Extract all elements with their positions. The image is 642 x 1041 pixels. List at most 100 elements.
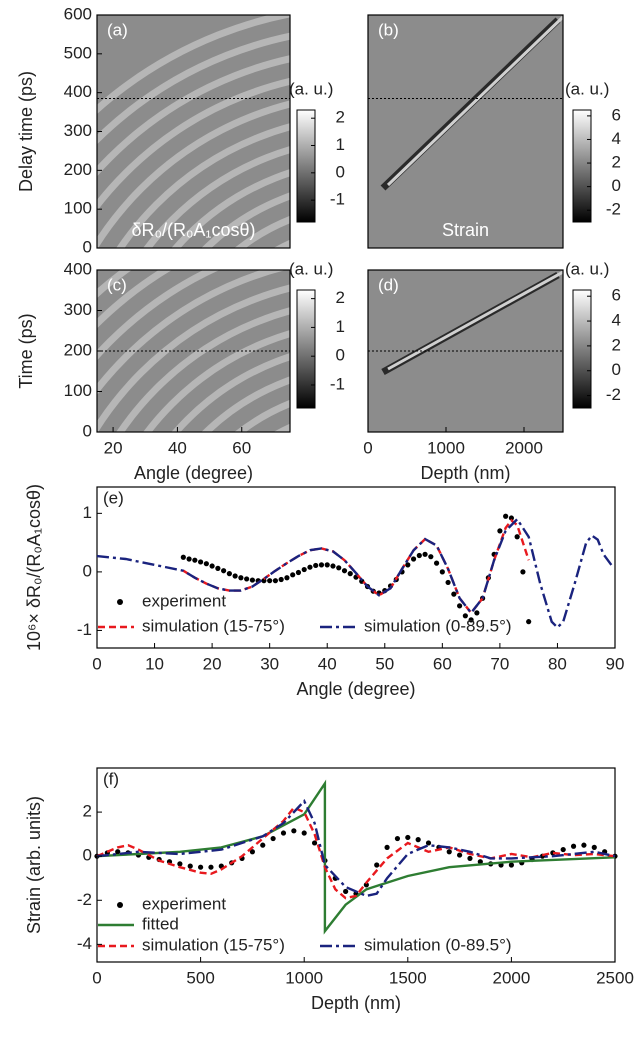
heatmap-bg — [368, 15, 563, 248]
heatmap-image — [368, 15, 563, 248]
legend-label: experiment — [142, 894, 226, 913]
colorbar-tick-label: 1 — [336, 135, 345, 154]
colorbar — [296, 289, 316, 409]
data-point — [203, 561, 209, 567]
x-tick-label: 20 — [203, 654, 222, 673]
legend-label: simulation (15-75°) — [142, 935, 285, 954]
strain-trace — [387, 270, 563, 371]
legend-label: simulation (0-89.5°) — [364, 935, 512, 954]
data-point — [415, 837, 421, 843]
x-tick-label: 50 — [375, 654, 394, 673]
data-point — [221, 568, 227, 574]
colorbar-label: (a. u.) — [565, 79, 609, 98]
colorbar-tick-label: 2 — [336, 288, 345, 307]
data-point — [209, 563, 215, 569]
colorbar-label: (a. u.) — [289, 79, 333, 98]
x-tick-label: 60 — [433, 654, 452, 673]
data-point — [433, 560, 440, 566]
data-point — [208, 864, 214, 870]
x-tick-label: 40 — [168, 438, 187, 457]
data-point — [215, 565, 221, 571]
y-tick-label: -4 — [77, 934, 92, 953]
series-line — [182, 518, 530, 615]
x-tick-label: 2000 — [505, 438, 543, 457]
frame — [367, 14, 564, 249]
data-point — [180, 554, 186, 560]
data-point — [422, 551, 428, 557]
data-point — [343, 888, 349, 895]
data-point — [591, 844, 597, 850]
x-tick-label: 0 — [92, 654, 101, 673]
data-point — [324, 562, 330, 568]
colorbar-tick-label: -2 — [606, 200, 621, 219]
data-point — [508, 862, 514, 868]
data-point — [244, 576, 250, 582]
annotation: Strain — [442, 220, 489, 240]
data-point — [428, 554, 434, 560]
x-tick-label: 90 — [606, 654, 625, 673]
data-point — [439, 569, 445, 575]
fringe — [266, 498, 474, 706]
y-tick-label: 0 — [83, 561, 92, 580]
data-point — [336, 565, 342, 571]
series-line — [96, 517, 614, 630]
data-point — [232, 573, 238, 579]
y-tick-label: 200 — [64, 160, 92, 179]
data-point — [313, 562, 319, 569]
data-point — [192, 557, 198, 563]
data-point — [226, 571, 232, 577]
y-tick-label: 400 — [64, 259, 92, 278]
data-point — [290, 572, 296, 578]
data-point — [451, 591, 457, 597]
y-tick-label: 100 — [64, 381, 92, 400]
x-tick-label: 1000 — [285, 968, 323, 987]
data-point — [198, 864, 204, 870]
x-tick-label: 2500 — [596, 968, 634, 987]
y-axis-label: Time (ps) — [16, 313, 36, 388]
colorbar-tick-label: 0 — [336, 346, 345, 365]
y-tick-label: 300 — [64, 121, 92, 140]
colorbar-tick-label: 2 — [612, 153, 621, 172]
colorbar-tick-label: 4 — [612, 129, 621, 148]
y-tick-label: 200 — [64, 340, 92, 359]
data-point — [311, 840, 318, 846]
data-point — [238, 575, 244, 581]
data-point — [115, 849, 121, 855]
data-point — [467, 855, 473, 861]
data-point — [272, 578, 279, 584]
y-tick-label: 400 — [64, 82, 92, 101]
data-point — [520, 569, 526, 575]
data-point — [560, 846, 566, 853]
data-point — [462, 613, 468, 619]
data-point — [416, 552, 422, 559]
colorbar-tick-label: 0 — [612, 176, 621, 195]
series-line — [96, 806, 616, 900]
y-tick-label: 600 — [64, 4, 92, 23]
y-tick-label: 300 — [64, 300, 92, 319]
heatmap-image — [97, 15, 290, 248]
fringe — [222, 454, 518, 750]
colorbar-tick-label: 6 — [612, 286, 621, 305]
x-tick-label: 2000 — [492, 968, 530, 987]
colorbar-label: (a. u.) — [565, 259, 609, 278]
annotation: δR₀/(R₀A₁cosθ) — [131, 220, 255, 240]
x-axis-label: Depth (nm) — [420, 463, 510, 483]
x-tick-label: 40 — [318, 654, 337, 673]
x-tick-label: 70 — [490, 654, 509, 673]
panel-label: (f) — [103, 769, 119, 788]
fringe — [288, 520, 452, 684]
colorbar-tick-label: 2 — [612, 335, 621, 354]
colorbar-tick-label: -2 — [606, 385, 621, 404]
x-tick-label: 0 — [92, 968, 101, 987]
y-tick-label: 0 — [83, 421, 92, 440]
fringe — [200, 432, 540, 772]
data-point — [330, 563, 336, 569]
colorbar-tick-label: 2 — [336, 108, 345, 127]
series-line — [96, 798, 616, 898]
data-point — [445, 579, 451, 586]
data-point — [307, 564, 313, 570]
colorbar — [296, 109, 316, 223]
data-point — [291, 828, 297, 834]
x-axis-label: Angle (degree) — [134, 463, 253, 483]
data-point — [374, 862, 380, 868]
